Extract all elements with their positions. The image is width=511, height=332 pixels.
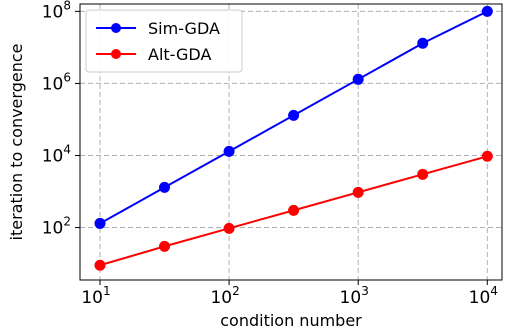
y-tick-label: 106 xyxy=(42,70,71,94)
legend-marker-alt-gda xyxy=(111,49,121,59)
series-layer xyxy=(94,5,493,271)
data-point-alt-gda xyxy=(159,240,171,252)
legend-label-alt-gda: Alt-GDA xyxy=(148,45,211,64)
data-point-alt-gda xyxy=(223,222,235,234)
x-tick-label: 103 xyxy=(340,284,369,308)
data-point-alt-gda xyxy=(352,186,364,198)
x-tick-label: 104 xyxy=(469,284,498,308)
plot-frame xyxy=(79,3,503,281)
data-point-alt-gda xyxy=(288,204,300,216)
data-point-sim-gda xyxy=(159,181,171,193)
x-tick-label: 102 xyxy=(210,284,239,308)
y-tick-label: 104 xyxy=(42,142,71,166)
data-point-sim-gda xyxy=(288,109,300,121)
y-axis-label: iteration to convergence xyxy=(7,44,26,241)
data-point-sim-gda xyxy=(94,217,106,229)
y-tick-label: 102 xyxy=(42,215,71,239)
legend-box xyxy=(85,9,243,73)
ticks: 101 102 103 104 102 104 106 108 xyxy=(42,0,498,308)
legend: Sim-GDA Alt-GDA xyxy=(85,9,243,73)
data-point-sim-gda xyxy=(223,145,235,157)
legend-label-sim-gda: Sim-GDA xyxy=(148,19,220,38)
data-point-sim-gda xyxy=(417,37,429,49)
grid xyxy=(80,4,502,280)
data-point-alt-gda xyxy=(417,168,429,180)
data-point-sim-gda xyxy=(481,5,493,17)
data-point-alt-gda xyxy=(94,259,106,271)
x-axis-label: condition number xyxy=(220,311,362,330)
y-tick-label: 108 xyxy=(42,0,71,22)
data-point-alt-gda xyxy=(481,150,493,162)
legend-marker-sim-gda xyxy=(111,23,121,33)
data-point-sim-gda xyxy=(352,73,364,85)
x-tick-label: 101 xyxy=(81,284,110,308)
